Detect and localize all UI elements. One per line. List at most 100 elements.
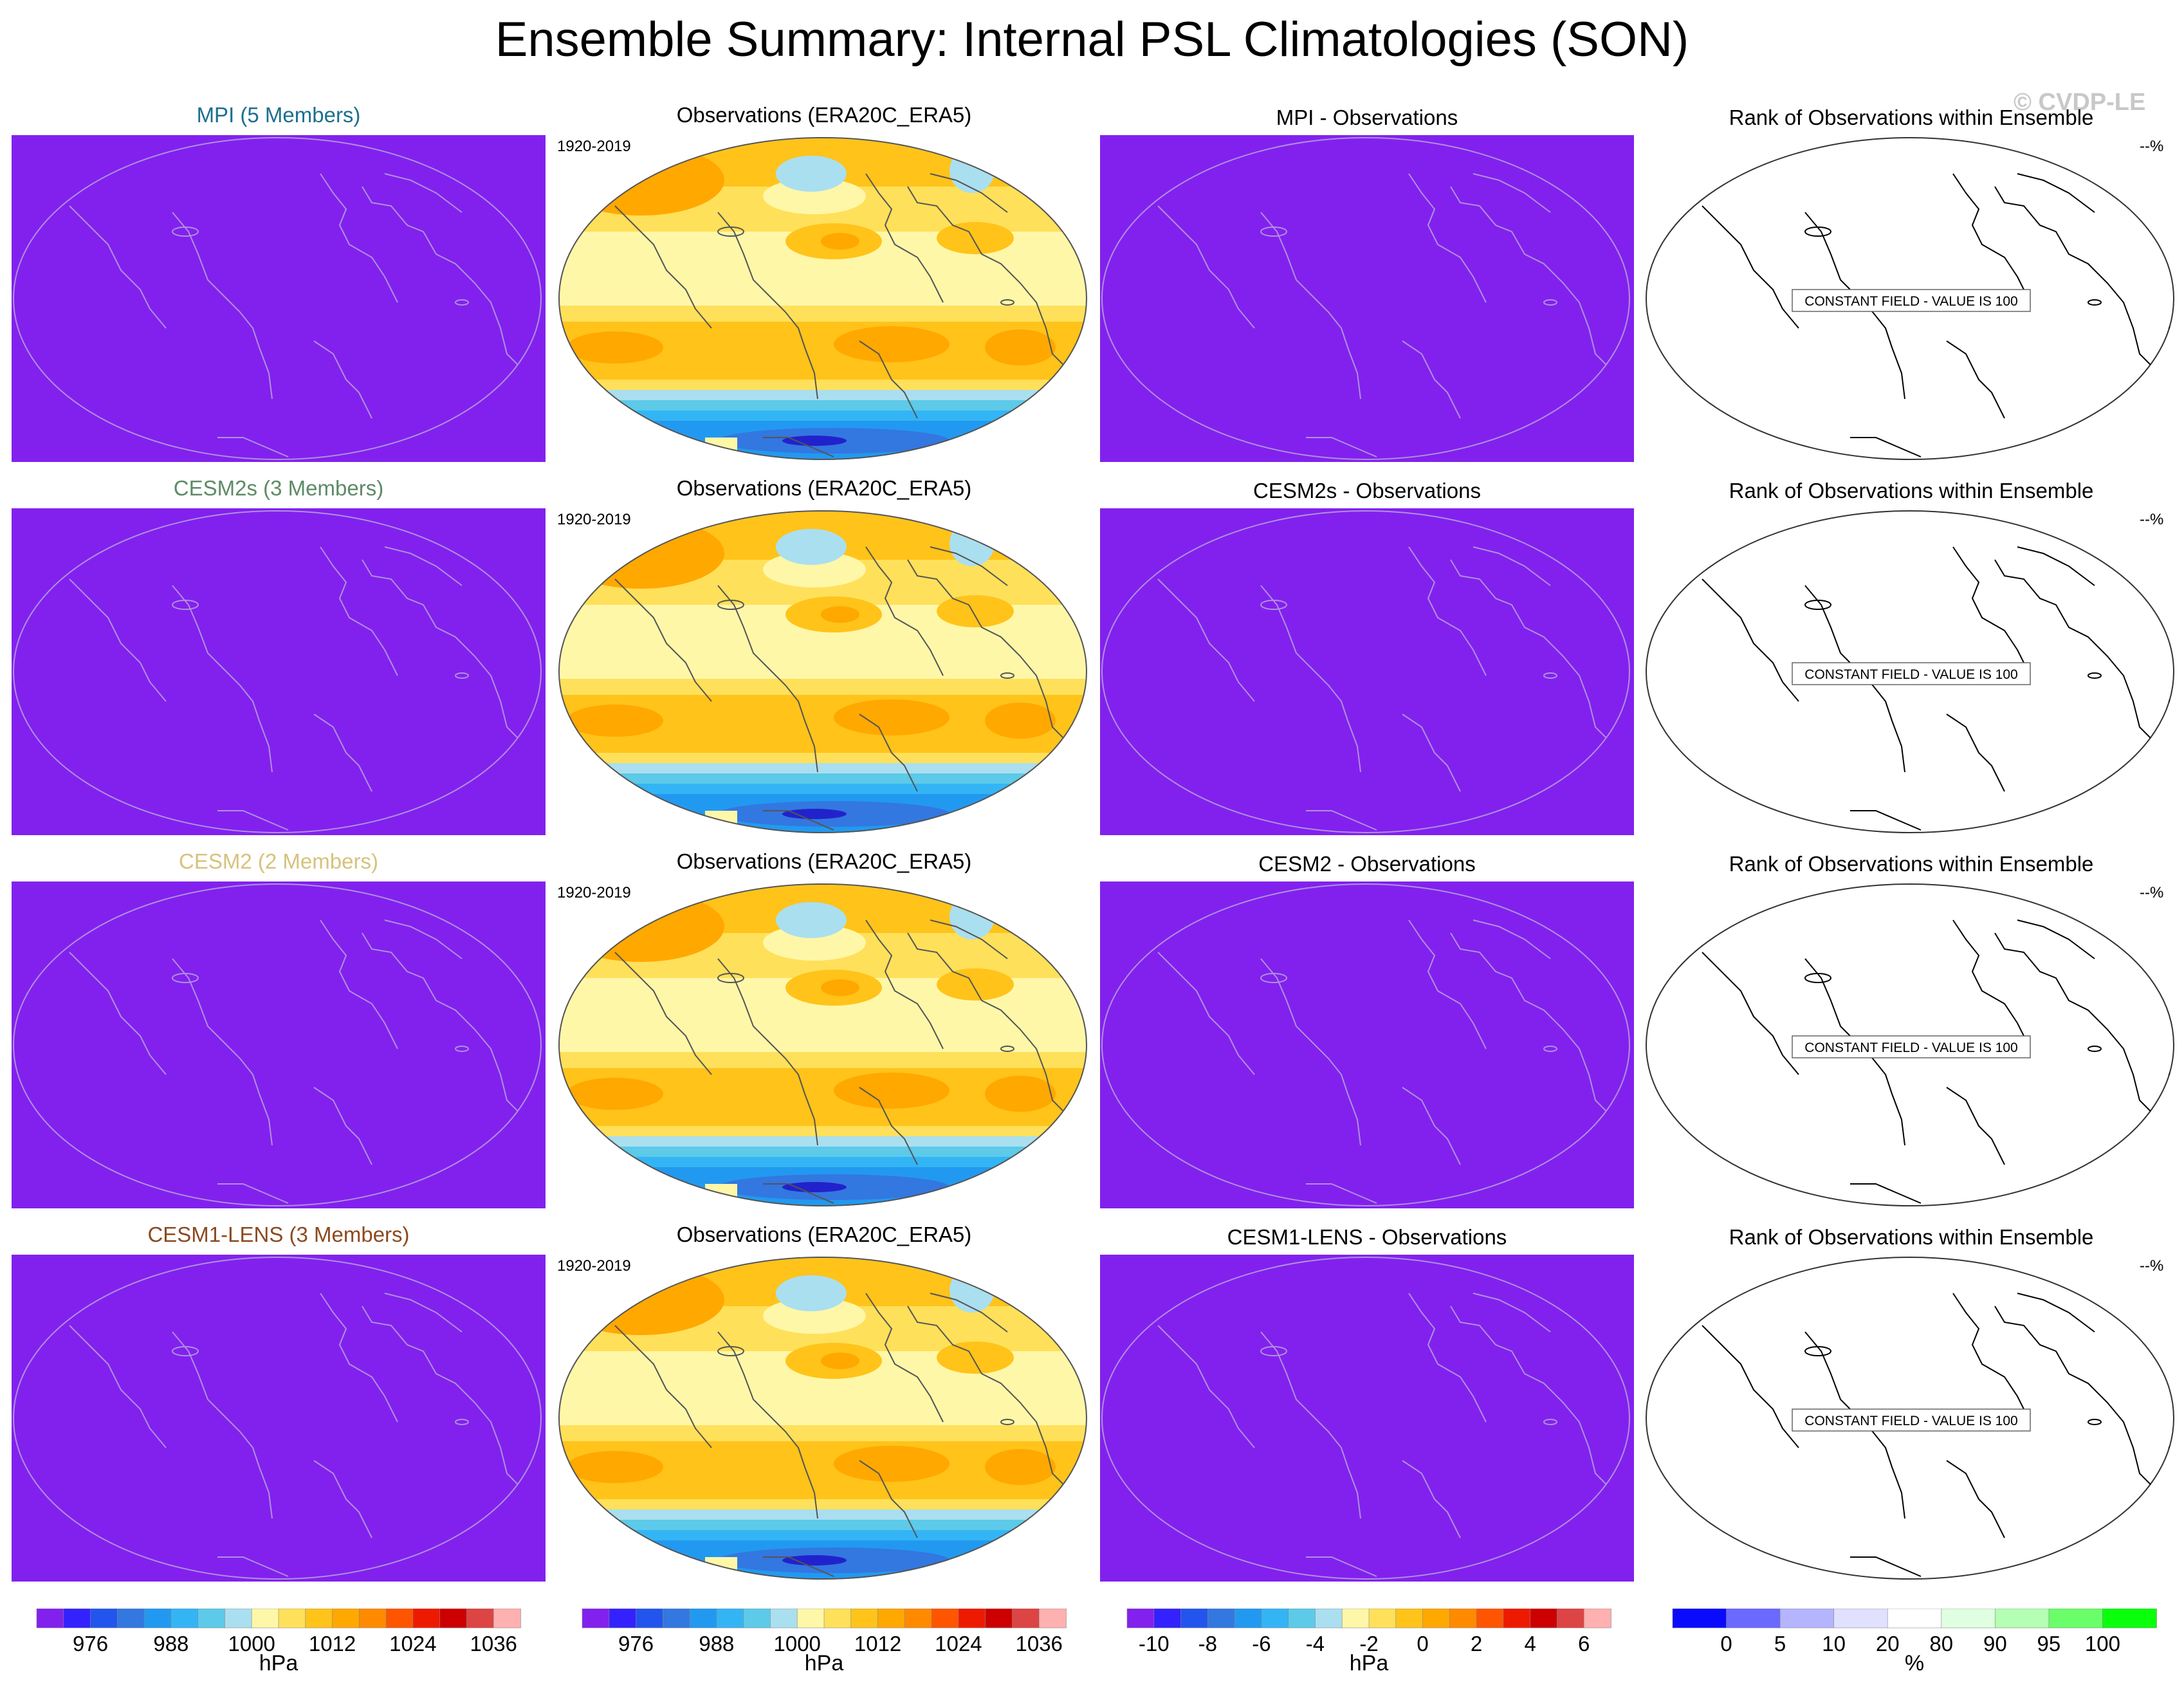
colorbar-tick-label: 4 xyxy=(1524,1632,1536,1656)
globe-outline xyxy=(558,510,1087,833)
colorbar-tick-label: 988 xyxy=(153,1632,188,1656)
colorbar-3: 0 5 10 20 80 90 95 100 xyxy=(1672,1609,2157,1656)
colorbar-swatch xyxy=(117,1609,145,1629)
colorbar-tick-label: 988 xyxy=(699,1632,734,1656)
colorbar-swatch xyxy=(1207,1609,1235,1629)
colorbar-swatch xyxy=(2048,1609,2104,1629)
colorbar-swatch xyxy=(143,1609,172,1629)
colorbar-unit: % xyxy=(1904,1651,1925,1675)
colorbar-swatch xyxy=(663,1609,690,1629)
colorbar-swatch xyxy=(251,1609,279,1629)
colorbar-swatch xyxy=(1422,1609,1451,1629)
globe-outline xyxy=(558,1257,1087,1580)
colorbar-tick-label: 1012 xyxy=(309,1632,356,1656)
colorbar-swatch xyxy=(1503,1609,1531,1629)
colorbar-tick-label: 20 xyxy=(1876,1632,1900,1656)
icelandic-low xyxy=(950,148,995,193)
colorbar-swatch xyxy=(1995,1609,2050,1629)
aleutian-low xyxy=(776,1275,847,1311)
colorbar-tick-label: 2 xyxy=(1471,1632,1482,1656)
colorbar-swatch xyxy=(770,1609,798,1629)
colorbar-swatch xyxy=(1726,1609,1781,1629)
globe-outline xyxy=(1101,137,1630,460)
colorbar-swatch xyxy=(1530,1609,1558,1629)
model-title: CESM2 (2 Members) xyxy=(179,849,378,873)
observations-years: 1920-2019 xyxy=(557,138,631,155)
globe-outline xyxy=(13,137,542,460)
globe-outline xyxy=(558,883,1087,1206)
constant-field-box xyxy=(1792,1035,2031,1058)
field-fill xyxy=(12,1255,546,1582)
aleutian-low xyxy=(776,529,847,565)
colorbar-swatch xyxy=(716,1609,744,1629)
globe-outline xyxy=(1101,883,1630,1206)
siberian-high xyxy=(559,518,724,589)
colorbar-swatch xyxy=(1833,1609,1889,1629)
rank-title: Rank of Observations within Ensemble xyxy=(1729,106,2094,129)
colorbar-unit: hPa xyxy=(259,1651,298,1675)
colorbar-tick-label: 80 xyxy=(1929,1632,1953,1656)
colorbar-tick-label: 1024 xyxy=(389,1632,436,1656)
colorbar-swatch xyxy=(36,1609,64,1629)
colorbar-tick-label: 6 xyxy=(1578,1632,1590,1656)
difference-map xyxy=(1100,508,1634,835)
model-title: CESM1-LENS (3 Members) xyxy=(147,1223,410,1246)
colorbar-swatch xyxy=(796,1609,825,1629)
colorbar-swatch xyxy=(63,1609,91,1629)
rank-map: CONSTANT FIELD - VALUE IS 100 xyxy=(1646,883,2174,1206)
colorbar-swatch xyxy=(385,1609,414,1629)
aleutian-low xyxy=(776,156,847,192)
colorbar-tick-label: 1012 xyxy=(854,1632,901,1656)
colorbar-swatch xyxy=(493,1609,521,1629)
colorbar-swatch xyxy=(1887,1609,1942,1629)
difference-map xyxy=(1100,135,1634,462)
colorbar-0: 976 988 1000 1012 1024 1036 xyxy=(36,1609,521,1656)
southern-gradient xyxy=(559,1136,1087,1147)
colorbar-tick-label: -6 xyxy=(1252,1632,1271,1656)
colorbar-tick-label: 90 xyxy=(1983,1632,2007,1656)
colorbar-swatch xyxy=(1583,1609,1611,1629)
field-fill xyxy=(1100,1255,1634,1582)
icelandic-low xyxy=(950,894,995,939)
observations-years: 1920-2019 xyxy=(557,884,631,901)
colorbar-1: 976 988 1000 1012 1024 1036 xyxy=(582,1609,1067,1656)
colorbar-tick-label: 1024 xyxy=(935,1632,982,1656)
colorbar-swatch xyxy=(412,1609,441,1629)
colorbar-swatch xyxy=(1941,1609,1996,1629)
colorbar-swatch xyxy=(439,1609,468,1629)
rank-percent: --% xyxy=(2140,1257,2164,1275)
colorbar-tick-label: 1036 xyxy=(470,1632,517,1656)
icelandic-low xyxy=(950,1268,995,1313)
colorbar-unit: hPa xyxy=(804,1651,844,1675)
globe-outline xyxy=(13,883,542,1206)
colorbar-swatch xyxy=(931,1609,959,1629)
colorbar-swatch xyxy=(1476,1609,1504,1629)
difference-title: CESM1-LENS - Observations xyxy=(1227,1225,1507,1249)
colorbar-swatch xyxy=(1315,1609,1343,1629)
icelandic-low xyxy=(950,521,995,566)
colorbar-tick-label: -8 xyxy=(1198,1632,1217,1656)
colorbar-swatch xyxy=(636,1609,664,1629)
colorbar-swatch xyxy=(582,1609,610,1629)
colorbar-swatch xyxy=(743,1609,771,1629)
colorbar-tick-label: 1000 xyxy=(774,1632,821,1656)
colorbar-swatch xyxy=(904,1609,932,1629)
colorbar-tick-label: 5 xyxy=(1774,1632,1786,1656)
colorbar-swatch xyxy=(1261,1609,1289,1629)
rank-title: Rank of Observations within Ensemble xyxy=(1729,1225,2094,1249)
colorbar-tick-label: 100 xyxy=(2085,1632,2120,1656)
colorbar-swatch xyxy=(850,1609,879,1629)
colorbar-tick-label: 1036 xyxy=(1016,1632,1063,1656)
colorbar-swatch xyxy=(2102,1609,2157,1629)
field-fill xyxy=(12,881,546,1208)
observations-years: 1920-2019 xyxy=(557,511,631,528)
observations-title: Observations (ERA20C_ERA5) xyxy=(676,1223,972,1246)
colorbar-swatch xyxy=(985,1609,1013,1629)
colorbar-swatch xyxy=(958,1609,986,1629)
constant-field-box xyxy=(1792,662,2031,685)
globe-outline xyxy=(13,1257,542,1580)
colorbar-swatch xyxy=(1368,1609,1397,1629)
rank-title: Rank of Observations within Ensemble xyxy=(1729,479,2094,503)
colorbar-swatch xyxy=(1341,1609,1370,1629)
field-fill xyxy=(12,135,546,462)
